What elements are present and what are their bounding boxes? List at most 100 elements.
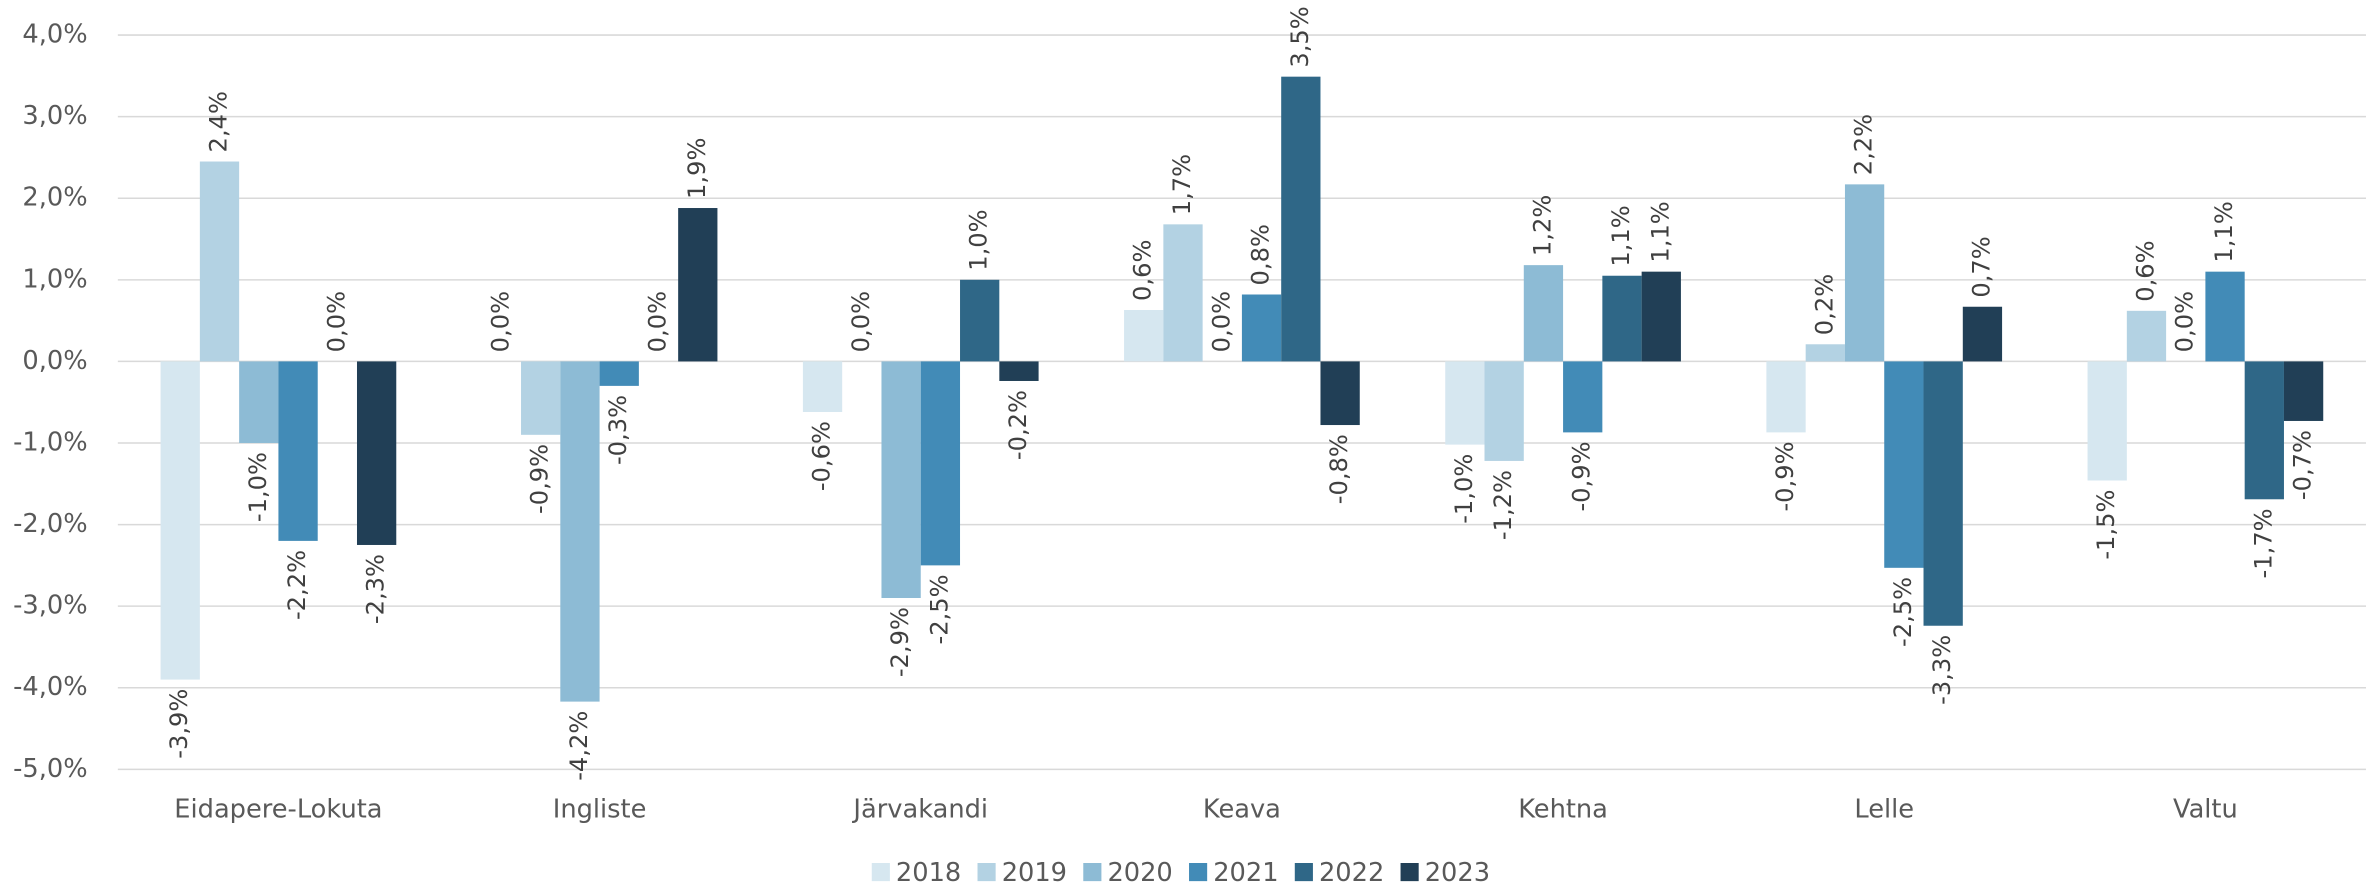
value-label: -2,9%: [886, 607, 914, 677]
bar: [1563, 361, 1603, 433]
legend-swatch: [1189, 863, 1208, 882]
value-label: 0,0%: [1207, 291, 1235, 352]
value-label: -0,9%: [1771, 441, 1799, 511]
legend-label: 2023: [1425, 858, 1490, 888]
bar: [1641, 271, 1681, 362]
bar: [2205, 271, 2245, 362]
bar: [599, 361, 639, 386]
bar: [1602, 275, 1642, 362]
y-tick-label: -4,0%: [13, 672, 87, 702]
bar: [2244, 361, 2284, 500]
legend-swatch: [871, 863, 890, 882]
legend-label: 2022: [1319, 858, 1384, 888]
value-label: -0,2%: [1004, 390, 1032, 460]
x-tick-label: Valtu: [2173, 795, 2238, 825]
value-label: -0,8%: [1325, 434, 1353, 504]
value-label: -1,5%: [2092, 490, 2120, 560]
bar: [1523, 265, 1564, 362]
bar: [160, 361, 200, 680]
bar: [678, 208, 718, 362]
bar: [999, 361, 1039, 381]
bar: [2283, 361, 2324, 421]
value-label: -2,5%: [925, 574, 953, 644]
value-label: 3,5%: [1286, 6, 1314, 67]
y-tick-label: -5,0%: [13, 754, 87, 784]
bar: [1962, 306, 2003, 362]
bar: [1445, 361, 1485, 445]
value-label: -3,3%: [1928, 635, 1956, 705]
value-label: 1,1%: [1646, 201, 1674, 262]
legend-label: 2019: [1002, 858, 1067, 888]
bar: [521, 361, 561, 435]
y-tick-label: 3,0%: [22, 101, 87, 131]
y-tick-label: -1,0%: [13, 427, 87, 457]
bar: [1241, 294, 1282, 362]
value-label: 0,0%: [322, 291, 350, 352]
bar: [199, 161, 240, 362]
value-label: 0,7%: [1967, 236, 1995, 297]
value-label: 0,6%: [1129, 240, 1157, 301]
value-label: -4,2%: [565, 711, 593, 781]
value-label: -0,3%: [604, 395, 632, 465]
value-label: -0,9%: [1568, 441, 1596, 511]
bar: [881, 361, 921, 599]
value-label: -3,9%: [165, 689, 193, 759]
bar: [960, 279, 1000, 362]
value-label: -1,7%: [2249, 508, 2277, 578]
legend-swatch: [1294, 863, 1313, 882]
x-tick-label: Järvakandi: [851, 795, 988, 825]
bar: [1766, 361, 1806, 433]
bar: [239, 361, 279, 443]
bar: [1281, 76, 1321, 362]
y-tick-label: -2,0%: [13, 509, 87, 539]
value-label: 0,2%: [1810, 274, 1838, 335]
value-label: 0,0%: [644, 291, 672, 352]
legend-swatch: [1083, 863, 1102, 882]
value-label: 1,1%: [1607, 205, 1635, 266]
bar: [356, 361, 397, 545]
bar: [1884, 361, 1924, 568]
legend-swatch: [977, 863, 996, 882]
bar: [2087, 361, 2127, 481]
value-label: -0,6%: [808, 421, 836, 491]
value-label: 0,0%: [486, 291, 514, 352]
x-tick-label: Kehtna: [1518, 795, 1608, 825]
value-label: 2,4%: [205, 91, 233, 152]
bar: [1320, 361, 1360, 426]
bar: [1484, 361, 1524, 461]
bar: [1163, 224, 1203, 362]
x-tick-label: Lelle: [1854, 795, 1914, 825]
value-label: 1,0%: [965, 209, 993, 270]
bar: [278, 361, 318, 541]
value-label: -2,3%: [362, 554, 390, 624]
legend-label: 2018: [896, 858, 961, 888]
value-label: 0,0%: [2171, 291, 2199, 352]
value-label: 1,7%: [1168, 154, 1196, 215]
legend-label: 2021: [1213, 858, 1278, 888]
value-label: -1,2%: [1489, 470, 1517, 540]
bar: [560, 361, 600, 702]
value-label: -1,0%: [1450, 454, 1478, 524]
value-label: 1,2%: [1528, 195, 1556, 256]
value-label: 1,1%: [2210, 201, 2238, 262]
bar: [1805, 344, 1845, 362]
value-label: 2,2%: [1850, 114, 1878, 175]
y-tick-label: -3,0%: [13, 591, 87, 621]
value-label: -2,2%: [283, 550, 311, 620]
value-label: 0,0%: [847, 291, 875, 352]
x-tick-label: Eidapere-Lokuta: [174, 795, 382, 825]
x-tick-label: Keava: [1203, 795, 1281, 825]
bar: [920, 361, 961, 566]
x-tick-label: Ingliste: [553, 795, 647, 825]
value-label: 0,6%: [2131, 240, 2159, 301]
value-label: -2,5%: [1889, 577, 1917, 647]
y-tick-label: 0,0%: [22, 346, 87, 376]
y-tick-label: 1,0%: [22, 264, 87, 294]
y-tick-label: 4,0%: [22, 20, 87, 50]
value-label: -0,9%: [526, 444, 554, 514]
bar: [802, 361, 843, 412]
value-label: 1,9%: [683, 138, 711, 199]
value-label: 0,8%: [1247, 224, 1275, 285]
y-tick-label: 2,0%: [22, 183, 87, 213]
